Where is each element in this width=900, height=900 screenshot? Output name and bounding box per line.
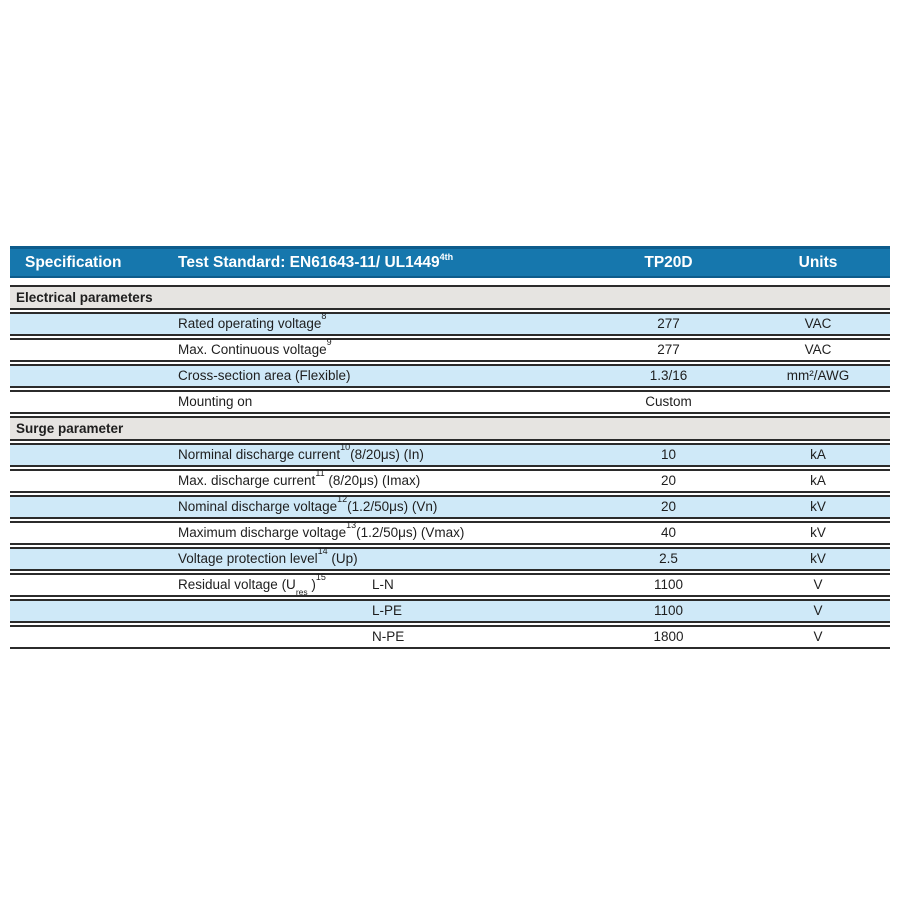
table-row: L-PE 1100 V [10, 599, 890, 623]
parameter-label: Residual voltage (Ures )15 [178, 571, 326, 597]
table-row: Max. Continuous voltage9 277 VAC [10, 336, 890, 362]
table-row: Norminal discharge current10(8/20μs) (In… [10, 441, 890, 467]
header-units: Units [798, 253, 838, 271]
header-test-standard-sup: 4th [439, 251, 454, 262]
table-row: Voltage protection level14 (Up) 2.5 kV [10, 545, 890, 571]
value-cell: 2.5 [659, 551, 678, 566]
parameter-cell: Nominal discharge voltage12(1.2/50μs) (V… [178, 493, 563, 517]
table-row: Nominal discharge voltage12(1.2/50μs) (V… [10, 493, 890, 519]
parameter-label: Max. discharge current11 (8/20μs) (Imax) [178, 467, 421, 488]
value-cell: 1100 [653, 603, 684, 618]
table-row: Mounting on Custom [10, 390, 890, 414]
unit-cell: V [813, 629, 823, 644]
table-body: Electrical parameters Rated operating vol… [10, 285, 890, 649]
table-row: N-PE 1800 V [10, 625, 890, 649]
parameter-cell: Voltage protection level14 (Up) [178, 545, 563, 569]
parameter-cell: Residual voltage (Ures )15 L-N [178, 571, 563, 597]
parameter-cell: Max. discharge current11 (8/20μs) (Imax) [178, 467, 563, 491]
value-cell: 20 [660, 499, 677, 514]
table-row: Residual voltage (Ures )15 L-N 1100 V [10, 571, 890, 597]
value-cell: 277 [657, 316, 680, 331]
header-model-tp20d: TP20D [644, 253, 693, 271]
parameter-label: Mounting on [178, 394, 253, 409]
table-row: Rated operating voltage8 277 VAC [10, 310, 890, 336]
table-row: Maximum discharge voltage13(1.2/50μs) (V… [10, 519, 890, 545]
header-test-standard-text: Test Standard: EN61643-11/ UL1449 [178, 254, 440, 272]
header-test-standard: Test Standard: EN61643-11/ UL14494th [178, 251, 563, 272]
residual-path-label: N-PE [372, 629, 405, 644]
unit-cell: kV [810, 499, 826, 514]
parameter-cell: Norminal discharge current10(8/20μs) (In… [178, 441, 563, 465]
parameter-label: Rated operating voltage8 [178, 310, 327, 331]
unit-cell: kA [810, 473, 826, 488]
parameter-label: Cross-section area (Flexible) [178, 368, 351, 383]
value-cell: 20 [660, 473, 677, 488]
value-cell: 10 [660, 447, 677, 462]
header-specification: Specification [25, 253, 122, 271]
unit-cell: V [813, 577, 823, 592]
residual-path-label: L-PE [372, 603, 403, 618]
value-cell: 1100 [653, 577, 684, 592]
unit-cell: kV [810, 551, 826, 566]
unit-cell: VAC [804, 342, 832, 357]
table-row: Max. discharge current11 (8/20μs) (Imax)… [10, 467, 890, 493]
value-cell: 1800 [653, 629, 684, 644]
parameter-label: Maximum discharge voltage13(1.2/50μs) (V… [178, 519, 465, 540]
specification-table: Specification Test Standard: EN61643-11/… [10, 246, 890, 651]
parameter-label: Nominal discharge voltage12(1.2/50μs) (V… [178, 493, 438, 514]
table-header-row: Specification Test Standard: EN61643-11/… [10, 246, 890, 278]
section-label: Surge parameter [16, 421, 124, 436]
table-row: Cross-section area (Flexible) 1.3/16 mm²/A… [10, 364, 890, 388]
unit-cell: mm²/AWG [786, 368, 850, 383]
unit-cell: kA [810, 447, 826, 462]
unit-cell: VAC [804, 316, 832, 331]
parameter-cell: Mounting on [178, 392, 563, 412]
section-header-row: Surge parameter [10, 416, 890, 441]
section-header-row: Electrical parameters [10, 285, 890, 310]
value-cell: 40 [660, 525, 677, 540]
residual-path-label: L-N [372, 577, 394, 592]
parameter-cell: Max. Continuous voltage9 [178, 336, 563, 360]
unit-cell: V [813, 603, 823, 618]
parameter-cell: Maximum discharge voltage13(1.2/50μs) (V… [178, 519, 563, 543]
parameter-cell: Cross-section area (Flexible) [178, 366, 563, 386]
parameter-label: Norminal discharge current10(8/20μs) (In… [178, 441, 424, 462]
parameter-label: Max. Continuous voltage9 [178, 336, 332, 357]
parameter-label: Voltage protection level14 (Up) [178, 545, 358, 566]
parameter-cell: Rated operating voltage8 [178, 310, 563, 334]
value-cell: 277 [657, 342, 680, 357]
value-cell: 1.3/16 [649, 368, 688, 383]
section-label: Electrical parameters [16, 290, 153, 305]
unit-cell: kV [810, 525, 826, 540]
value-cell: Custom [645, 394, 692, 409]
